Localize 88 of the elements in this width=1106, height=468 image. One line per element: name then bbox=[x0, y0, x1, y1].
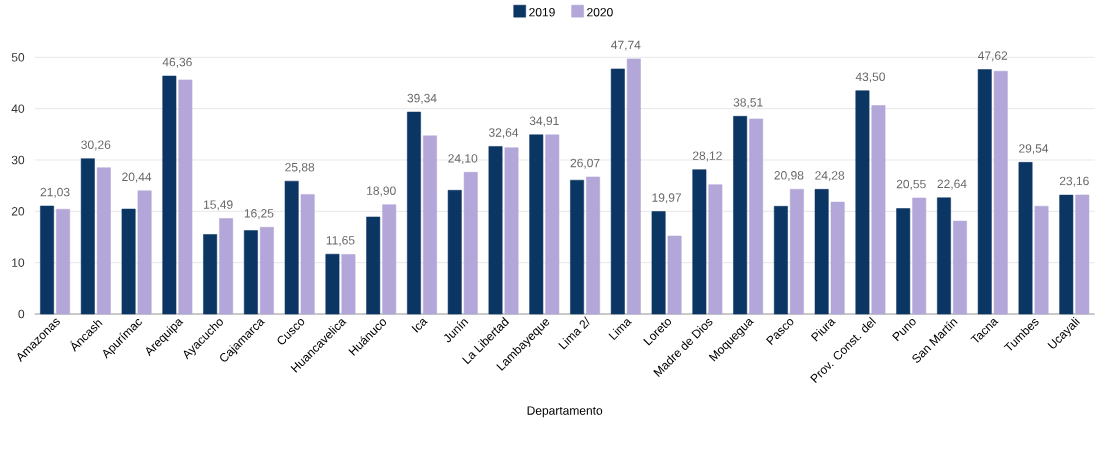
bar bbox=[96, 167, 111, 315]
bar bbox=[1034, 205, 1049, 315]
bar bbox=[977, 69, 992, 315]
bar bbox=[504, 147, 519, 315]
legend-label: 2020 bbox=[587, 7, 613, 17]
data-label: 20,98 bbox=[774, 171, 804, 181]
bar bbox=[80, 158, 95, 315]
data-label: 22,64 bbox=[937, 179, 967, 190]
data-label: 32,64 bbox=[488, 128, 519, 139]
bar bbox=[773, 206, 788, 315]
data-label: 34,91 bbox=[529, 116, 559, 127]
y-tick-label: 30 bbox=[11, 155, 25, 165]
data-label: 30,26 bbox=[81, 140, 111, 151]
data-label: 11,65 bbox=[326, 236, 355, 246]
bar bbox=[896, 208, 911, 315]
bar bbox=[570, 179, 584, 315]
bar bbox=[219, 218, 234, 315]
bar bbox=[1018, 162, 1033, 315]
bar bbox=[259, 226, 274, 315]
data-label: 46,36 bbox=[162, 57, 192, 68]
data-label: 28,12 bbox=[692, 151, 722, 162]
data-label: 25,88 bbox=[285, 162, 315, 173]
bar bbox=[325, 253, 340, 315]
bar bbox=[545, 134, 560, 315]
bar bbox=[300, 194, 315, 315]
bar bbox=[749, 118, 764, 315]
bar bbox=[855, 90, 870, 315]
bar bbox=[382, 204, 397, 315]
bar bbox=[121, 208, 136, 315]
data-label: 20,55 bbox=[896, 179, 926, 190]
y-tick-label: 10 bbox=[12, 258, 25, 267]
bar bbox=[178, 79, 193, 315]
data-label: 21,03 bbox=[40, 187, 70, 198]
bar bbox=[953, 220, 967, 315]
bar bbox=[341, 254, 356, 315]
x-axis-title: Departamento bbox=[527, 406, 603, 418]
data-label: 39,34 bbox=[407, 93, 437, 104]
data-label: 43,50 bbox=[855, 72, 885, 83]
bar bbox=[692, 169, 707, 315]
bar bbox=[871, 105, 886, 315]
bar bbox=[1059, 194, 1074, 315]
bar bbox=[447, 190, 462, 315]
bar bbox=[463, 172, 478, 315]
data-label: 23,16 bbox=[1059, 176, 1089, 187]
bar bbox=[814, 189, 829, 315]
data-label: 24,10 bbox=[448, 154, 478, 165]
data-label: 47,74 bbox=[611, 40, 641, 51]
bar bbox=[366, 216, 381, 315]
data-label: 18,90 bbox=[367, 186, 396, 197]
bar bbox=[937, 197, 951, 315]
bar bbox=[626, 58, 641, 315]
bar bbox=[610, 68, 625, 315]
data-label: 24,28 bbox=[815, 171, 845, 182]
bar bbox=[203, 234, 218, 315]
bar bbox=[407, 111, 421, 315]
bar bbox=[586, 176, 600, 315]
bar bbox=[993, 70, 1008, 315]
data-label: 26,07 bbox=[570, 158, 600, 169]
bar bbox=[243, 230, 258, 315]
bar bbox=[56, 209, 70, 315]
bar bbox=[830, 201, 845, 315]
bar bbox=[912, 197, 927, 315]
data-label: 19,97 bbox=[652, 193, 681, 204]
data-label: 38,51 bbox=[733, 98, 763, 109]
bar bbox=[40, 205, 54, 315]
bar bbox=[284, 180, 299, 315]
bar bbox=[162, 75, 177, 315]
data-label: 15,49 bbox=[204, 200, 233, 211]
bar bbox=[529, 134, 544, 315]
bar bbox=[137, 190, 152, 315]
bar bbox=[651, 211, 666, 315]
bar bbox=[667, 235, 682, 315]
y-tick-label: 0 bbox=[18, 309, 25, 319]
legend-label: 2019 bbox=[529, 7, 555, 17]
data-label: 29,54 bbox=[1019, 144, 1049, 155]
bar bbox=[1075, 194, 1090, 315]
x-tick-label: Ica bbox=[411, 319, 428, 333]
bar bbox=[488, 146, 503, 315]
data-label: 20,44 bbox=[122, 172, 152, 183]
bar bbox=[733, 116, 748, 315]
y-tick-label: 20 bbox=[11, 207, 25, 216]
y-tick-label: 40 bbox=[11, 104, 25, 113]
y-tick-label: 50 bbox=[11, 53, 25, 62]
bar bbox=[708, 184, 723, 315]
data-label: 16,25 bbox=[244, 209, 274, 219]
data-label: 47,62 bbox=[978, 51, 1008, 62]
bar bbox=[789, 188, 804, 315]
bar bbox=[423, 135, 437, 315]
